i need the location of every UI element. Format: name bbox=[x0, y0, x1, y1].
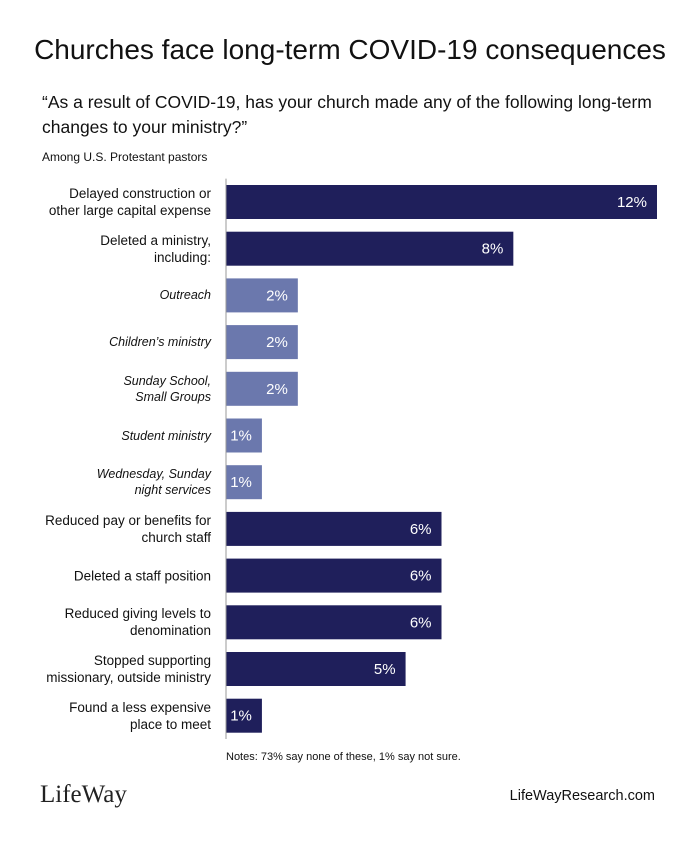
value-label: 1% bbox=[230, 474, 252, 491]
bar bbox=[226, 465, 262, 500]
bar bbox=[226, 278, 298, 313]
bar bbox=[226, 652, 406, 686]
value-label: 2% bbox=[266, 381, 288, 398]
category-label: Stopped supporting missionary, outside m… bbox=[46, 653, 211, 685]
value-label: 5% bbox=[374, 661, 396, 678]
notes: Notes: 73% say none of these, 1% say not… bbox=[226, 751, 461, 763]
value-label: 2% bbox=[266, 334, 288, 351]
category-label: Delayed construction or other large capi… bbox=[48, 186, 211, 218]
logo: LifeWay bbox=[40, 781, 127, 808]
chart-title: Churches face long-term COVID-19 consequ… bbox=[34, 34, 666, 65]
value-label: 1% bbox=[230, 708, 252, 725]
category-label: Deleted a ministry, including: bbox=[100, 232, 211, 265]
population-note: Among U.S. Protestant pastors bbox=[42, 150, 208, 164]
bar bbox=[226, 511, 442, 546]
bar bbox=[226, 698, 262, 733]
bar bbox=[226, 325, 298, 360]
category-label: Sunday School, Small Groups bbox=[123, 373, 211, 404]
value-label: 6% bbox=[410, 614, 432, 631]
bar bbox=[226, 371, 298, 406]
bar bbox=[226, 185, 657, 219]
category-label: Deleted a staff position bbox=[73, 568, 211, 584]
value-label: 8% bbox=[482, 241, 504, 258]
category-label: Found a less expensive place to meet bbox=[69, 699, 211, 732]
value-label: 6% bbox=[410, 521, 432, 538]
category-label: Student ministry bbox=[121, 428, 211, 443]
bar bbox=[226, 558, 442, 593]
bar bbox=[226, 418, 262, 453]
value-label: 12% bbox=[617, 194, 647, 211]
value-label: 6% bbox=[410, 568, 432, 585]
category-label: Wednesday, Sunday night services bbox=[96, 467, 211, 498]
category-label: Reduced giving levels to denomination bbox=[64, 606, 211, 639]
category-label: Reduced pay or benefits for church staff bbox=[45, 512, 211, 545]
value-label: 2% bbox=[266, 287, 288, 304]
source: LifeWayResearch.com bbox=[509, 788, 655, 804]
category-label: Children’s ministry bbox=[109, 335, 211, 350]
category-label: Outreach bbox=[159, 288, 211, 303]
chart-subtitle: “As a result of COVID-19, has your churc… bbox=[42, 92, 652, 137]
bar bbox=[226, 231, 514, 266]
value-label: 1% bbox=[230, 427, 252, 444]
bar bbox=[226, 605, 442, 640]
